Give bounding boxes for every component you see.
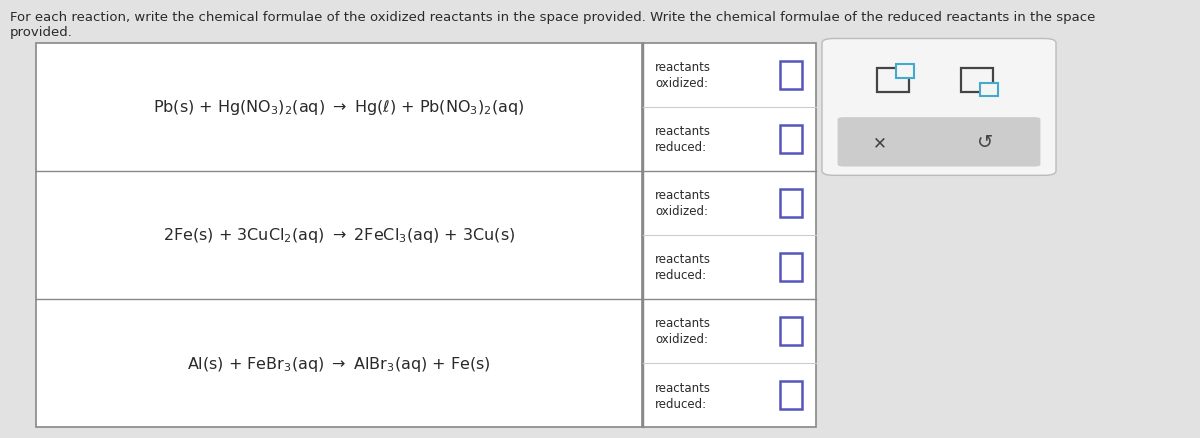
FancyBboxPatch shape: [780, 189, 802, 218]
FancyBboxPatch shape: [780, 61, 802, 90]
FancyBboxPatch shape: [36, 44, 642, 427]
Text: reactants
oxidized:: reactants oxidized:: [655, 317, 712, 346]
FancyBboxPatch shape: [961, 69, 994, 93]
FancyBboxPatch shape: [780, 253, 802, 282]
Text: 2Fe(s) + 3CuCl$_2$(aq) $\rightarrow$ 2FeCl$_3$(aq) + 3Cu(s): 2Fe(s) + 3CuCl$_2$(aq) $\rightarrow$ 2Fe…: [163, 226, 515, 245]
FancyBboxPatch shape: [876, 69, 910, 93]
Text: reactants
reduced:: reactants reduced:: [655, 381, 712, 410]
Text: reactants
reduced:: reactants reduced:: [655, 125, 712, 154]
Text: ✕: ✕: [872, 134, 887, 152]
FancyBboxPatch shape: [780, 125, 802, 154]
FancyBboxPatch shape: [780, 381, 802, 410]
Text: For each reaction, write the chemical formulae of the oxidized reactants in the : For each reaction, write the chemical fo…: [10, 11, 1094, 39]
Text: reactants
oxidized:: reactants oxidized:: [655, 189, 712, 218]
Text: reactants
oxidized:: reactants oxidized:: [655, 61, 712, 90]
FancyBboxPatch shape: [838, 118, 1040, 167]
FancyBboxPatch shape: [980, 84, 998, 97]
Text: reactants
reduced:: reactants reduced:: [655, 253, 712, 282]
FancyBboxPatch shape: [822, 39, 1056, 176]
Text: ↺: ↺: [977, 133, 994, 152]
Text: Al(s) + FeBr$_3$(aq) $\rightarrow$ AlBr$_3$(aq) + Fe(s): Al(s) + FeBr$_3$(aq) $\rightarrow$ AlBr$…: [187, 354, 491, 373]
FancyBboxPatch shape: [896, 65, 914, 78]
FancyBboxPatch shape: [643, 44, 816, 427]
FancyBboxPatch shape: [780, 317, 802, 346]
Text: Pb(s) + Hg$\left(\mathrm{NO_3}\right)_2$(aq) $\rightarrow$ Hg($\ell$) + Pb$\left: Pb(s) + Hg$\left(\mathrm{NO_3}\right)_2$…: [154, 98, 524, 117]
